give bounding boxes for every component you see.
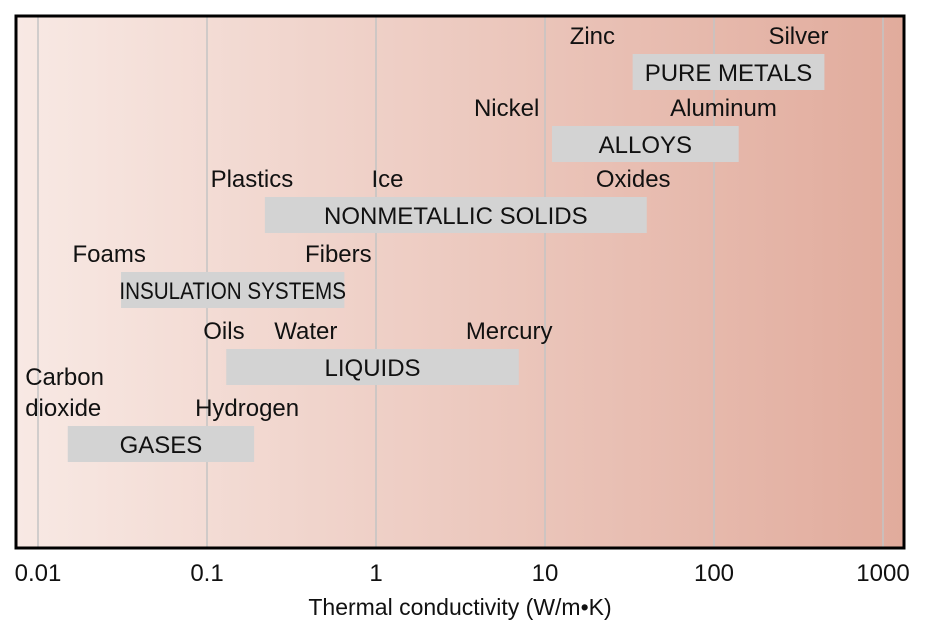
x-tick-label: 1 — [369, 560, 382, 587]
bar-label: NONMETALLIC SOLIDS — [324, 203, 588, 230]
annotation-label: Oils — [203, 318, 244, 345]
annotation-label: Plastics — [211, 166, 294, 193]
annotation-label: Water — [274, 318, 337, 345]
annotation-label: Hydrogen — [195, 395, 299, 422]
annotation-label: Nickel — [474, 95, 539, 122]
annotation-label: Aluminum — [670, 95, 777, 122]
x-tick-label: 1000 — [856, 560, 909, 587]
range-bar — [226, 349, 519, 385]
x-axis-title: Thermal conductivity (W/m•K) — [308, 594, 611, 620]
annotation-label: Carbon — [25, 364, 104, 391]
x-tick-label: 100 — [694, 560, 734, 587]
range-bar — [264, 197, 647, 233]
x-tick-label: 0.01 — [15, 560, 62, 587]
annotation-label: Silver — [768, 23, 828, 50]
bar-label: LIQUIDS — [325, 355, 421, 382]
bar-label: GASES — [120, 432, 203, 459]
x-tick-label: 0.1 — [190, 560, 223, 587]
bar-label: PURE METALS — [645, 60, 813, 87]
annotation-label: dioxide — [25, 395, 101, 422]
range-bar — [67, 426, 255, 462]
annotation-label: Ice — [371, 166, 403, 193]
annotation-label: Mercury — [466, 318, 553, 345]
annotation-label: Fibers — [305, 241, 372, 268]
x-tick-label: 10 — [532, 560, 559, 587]
range-bar — [632, 54, 825, 90]
x-tick-labels: 0.01 0.1 1 10 100 1000 — [15, 560, 910, 587]
annotation-label: Zinc — [570, 23, 615, 50]
bar-label: ALLOYS — [599, 132, 692, 159]
bar-label: INSULATION SYSTEMS — [119, 278, 346, 305]
range-bar — [121, 272, 345, 308]
range-bar — [551, 126, 739, 162]
annotation-label: Oxides — [596, 166, 671, 193]
range-bars: PURE METALS ALLOYS NONMETALLIC SOLIDS INSUL… — [67, 54, 825, 462]
annotations: Zinc Silver Nickel Aluminum Plastics Ice Oxide… — [25, 23, 828, 422]
plot-frame — [14, 14, 906, 550]
annotation-label: Foams — [72, 241, 145, 268]
